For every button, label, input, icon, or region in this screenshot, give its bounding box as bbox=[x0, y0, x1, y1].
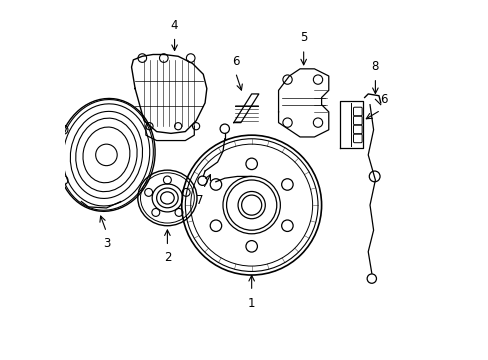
Text: 3: 3 bbox=[102, 237, 110, 250]
Text: 6: 6 bbox=[231, 55, 239, 68]
Text: 1: 1 bbox=[247, 297, 255, 310]
Text: 5: 5 bbox=[299, 31, 307, 44]
Text: 6: 6 bbox=[380, 94, 387, 107]
Text: 2: 2 bbox=[163, 251, 171, 264]
Text: 4: 4 bbox=[170, 19, 178, 32]
Text: 7: 7 bbox=[196, 194, 203, 207]
Text: 8: 8 bbox=[371, 60, 378, 73]
